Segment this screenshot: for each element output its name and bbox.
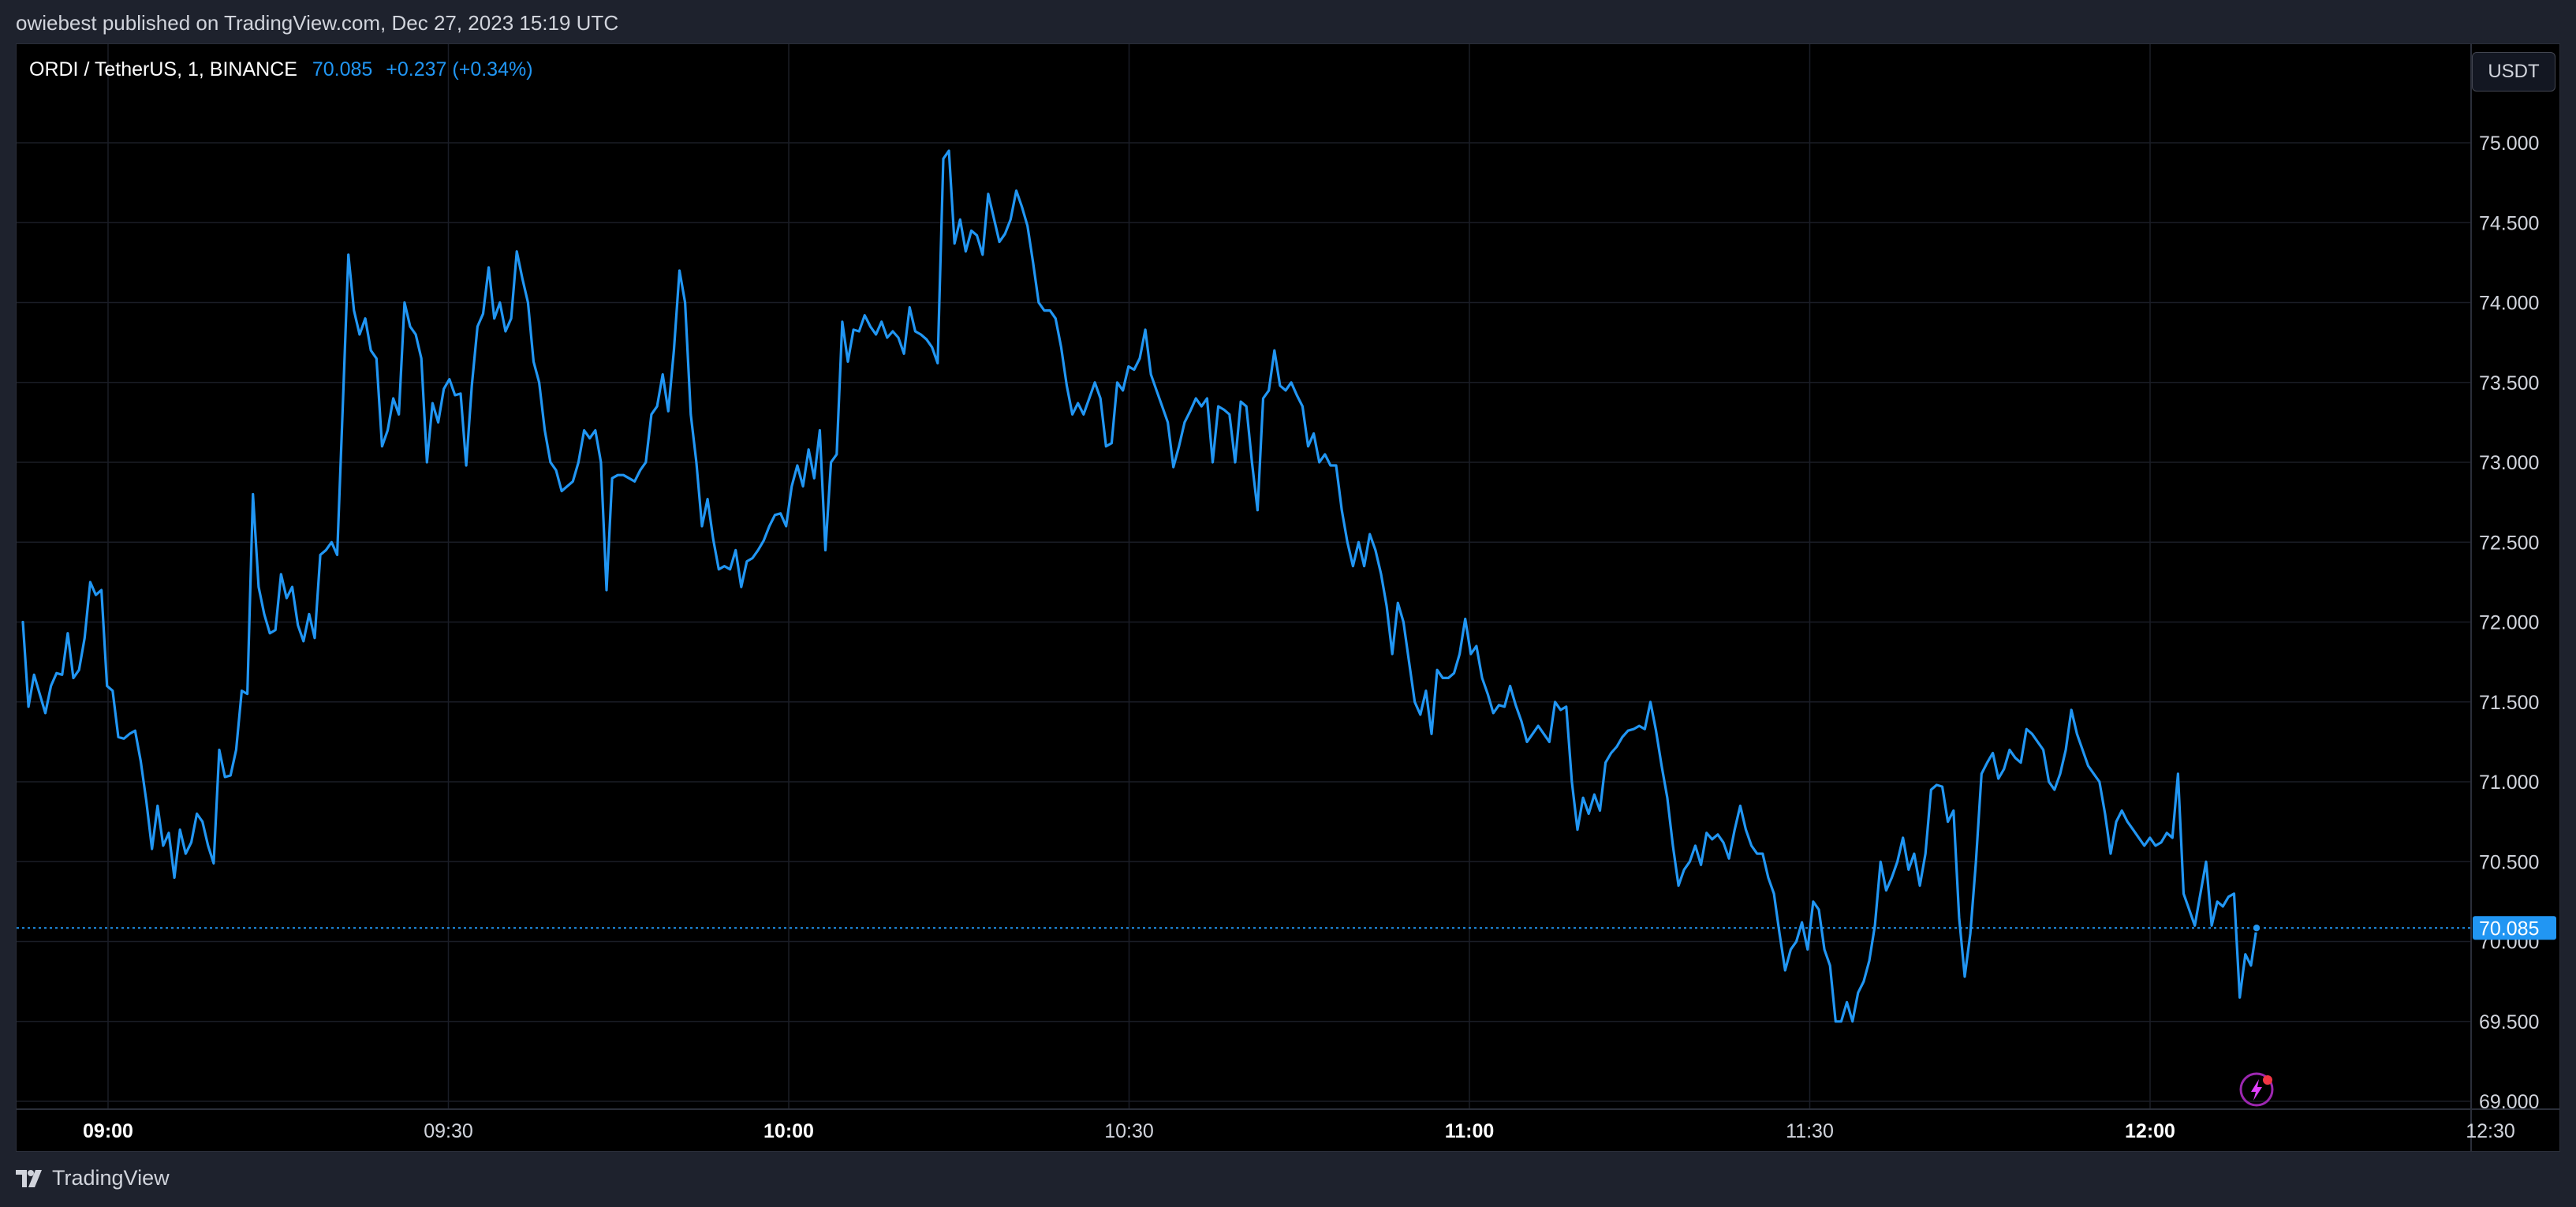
last-price-tag-label: 70.085 (2479, 917, 2539, 940)
x-tick-label: 09:30 (424, 1120, 473, 1142)
last-price-tag: 70.085 (2473, 916, 2556, 940)
symbol-legend: ORDI / TetherUS, 1, BINANCE 70.085 +0.23… (29, 58, 533, 81)
legend-last-price: 70.085 (312, 58, 373, 80)
y-tick-label: 74.000 (2479, 293, 2539, 315)
tradingview-logo[interactable]: TradingView (16, 1166, 170, 1190)
x-tick-label: 12:00 (2125, 1120, 2175, 1142)
published-info: owiebest published on TradingView.com, D… (16, 11, 619, 35)
chart-grid (17, 44, 2471, 1109)
y-tick-label: 73.000 (2479, 452, 2539, 474)
lightning-event-icon[interactable] (2239, 1072, 2274, 1107)
x-tick-label: 09:00 (83, 1120, 133, 1142)
symbol-name[interactable]: ORDI / TetherUS, 1, BINANCE (29, 58, 297, 80)
legend-change: +0.237 (+0.34%) (386, 58, 533, 80)
chart-axes: 75.000 74.500 74.000 73.500 73.000 72.500 72.0… (17, 44, 2559, 1151)
y-tick-label: 74.500 (2479, 212, 2539, 234)
x-tick-label: 11:30 (1786, 1120, 1834, 1142)
y-tick-label: 75.000 (2479, 133, 2539, 155)
currency-button[interactable]: USDT (2472, 52, 2555, 92)
x-tick-label: 10:30 (1104, 1120, 1154, 1142)
y-tick-label: 70.500 (2479, 851, 2539, 873)
y-tick-label: 69.500 (2479, 1011, 2539, 1033)
y-tick-label: 73.500 (2479, 372, 2539, 394)
y-tick-label: 72.500 (2479, 532, 2539, 554)
price-chart[interactable]: 75.000 74.500 74.000 73.500 73.000 72.500 72.0… (17, 44, 2560, 1152)
tradingview-logo-icon (16, 1169, 42, 1187)
price-series-line (21, 149, 2258, 1023)
y-tick-label: 71.500 (2479, 692, 2539, 714)
chart-pane[interactable]: 75.000 74.500 74.000 73.500 73.000 72.500 72.0… (16, 43, 2560, 1152)
tradingview-brand: TradingView (52, 1166, 170, 1190)
y-tick-label: 71.000 (2479, 772, 2539, 794)
x-tick-label: 11:00 (1445, 1120, 1495, 1142)
x-tick-label: 10:00 (763, 1120, 814, 1142)
x-tick-label: 12:30 (2466, 1120, 2515, 1142)
y-tick-label: 72.000 (2479, 612, 2539, 634)
last-price-point (2252, 923, 2261, 933)
